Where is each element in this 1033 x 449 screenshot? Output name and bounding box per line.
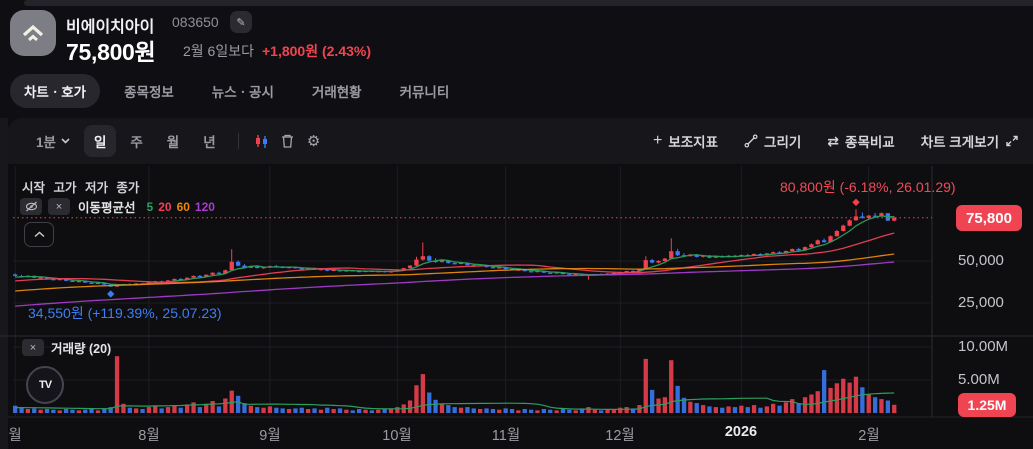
volume-axis-label: 10.00M: [958, 338, 1009, 355]
ma-legend: × 이동평균선 5 20 60 120: [20, 197, 215, 216]
eye-off-icon: [25, 201, 37, 212]
draw-button[interactable]: 그리기: [744, 131, 801, 151]
ma-window-value: 20: [158, 199, 172, 214]
price-change: +1,800원 (2.43%): [262, 43, 372, 59]
current-price: 75,800원: [66, 39, 156, 65]
plus-icon: +: [653, 132, 663, 149]
indicators-button[interactable]: + 보조지표: [653, 132, 719, 150]
compare-arrows-icon: ⇄: [827, 132, 840, 149]
time-axis-label: 2월: [858, 428, 880, 444]
time-axis-label: 2026: [724, 424, 758, 440]
close-icon: ×: [55, 200, 63, 213]
bhi-logo-mark: [22, 24, 44, 42]
remove-indicator-button[interactable]: ×: [48, 198, 70, 215]
tradingview-icon: TV: [38, 379, 52, 391]
tab-trading-status[interactable]: 거래현황: [311, 85, 362, 100]
left-gutter: [0, 118, 8, 449]
low-price-annotation: 34,550원 (+119.39%, 25.07.23): [28, 305, 222, 321]
chart-style-button[interactable]: [251, 130, 273, 152]
timeframe-group: 1분 일 주 월 년: [8, 125, 325, 157]
volume-legend: × 거래량 (20): [22, 338, 111, 357]
ma-window-value: 5: [146, 199, 154, 214]
tradingview-logo[interactable]: TV: [26, 366, 64, 404]
hide-indicator-button[interactable]: [20, 198, 42, 215]
ma-window-value: 60: [176, 199, 190, 214]
chart-settings-button[interactable]: ⚙: [303, 130, 325, 152]
stock-name: 비에이치아이: [66, 19, 155, 36]
ma-window-value: 120: [194, 199, 215, 214]
timeframe-minute-dropdown[interactable]: 1분: [26, 125, 80, 157]
period-year-button[interactable]: 년: [203, 135, 216, 150]
price-volume-chart[interactable]: [0, 166, 1033, 449]
chevron-up-icon: [34, 231, 44, 238]
ma-legend-label: 이동평균선: [78, 201, 136, 215]
compare-symbols-button[interactable]: ⇄ 종목비교: [827, 132, 895, 151]
remove-volume-button[interactable]: ×: [22, 339, 44, 356]
trash-icon: [282, 134, 294, 148]
time-axis-label: 9월: [259, 428, 281, 444]
period-week-button[interactable]: 주: [130, 135, 143, 150]
period-month-button[interactable]: 월: [166, 135, 180, 150]
period-day-button[interactable]: 일: [83, 125, 117, 157]
collapse-legend-button[interactable]: [24, 222, 54, 247]
clear-drawings-button[interactable]: [277, 130, 299, 152]
current-price-badge: 75,800: [956, 205, 1022, 231]
time-axis-label: 8월: [138, 428, 160, 444]
stock-code: 083650: [172, 14, 219, 30]
price-axis-label: 25,000: [958, 294, 1004, 311]
stock-logo: [10, 10, 56, 56]
volume-axis-label: 5.00M: [958, 371, 1000, 388]
expand-icon: [1006, 135, 1018, 147]
candlestick-icon: [255, 135, 267, 148]
tab-chart-orderbook[interactable]: 차트ㆍ호가: [10, 74, 101, 108]
chart-actions: + 보조지표 그리기 ⇄ 종목비교 차트 크게보기: [653, 131, 1033, 151]
section-tabs: 차트ㆍ호가 종목정보 뉴스ㆍ공시 거래현황 커뮤니티: [10, 74, 463, 108]
top-edge-strip: [24, 0, 1033, 6]
time-axis-label: 11월: [491, 428, 521, 444]
tab-news-disclosure[interactable]: 뉴스ㆍ공시: [211, 85, 274, 100]
toolbar-divider: [237, 133, 239, 149]
compare-date-label: 2월 6일보다: [183, 43, 254, 59]
gear-icon: ⚙: [306, 133, 321, 150]
time-axis-label: 10월: [382, 428, 412, 444]
pencil-icon: ✎: [236, 16, 246, 29]
volume-legend-label: 거래량 (20): [51, 342, 112, 356]
ohlc-header: 시작 고가 저가 종가: [22, 181, 140, 195]
high-price-annotation: 80,800원 (-6.18%, 26.01.29): [780, 179, 956, 195]
tab-community[interactable]: 커뮤니티: [399, 85, 450, 100]
close-icon: ×: [29, 341, 37, 354]
price-axis-label: 50,000: [958, 252, 1004, 269]
trendline-icon: [744, 134, 758, 148]
ma-windows: 5 20 60 120: [142, 198, 215, 216]
chevron-down-icon: [61, 138, 70, 144]
tab-stock-info[interactable]: 종목정보: [124, 85, 174, 100]
current-volume-badge: 1.25M: [958, 393, 1016, 417]
chart-toolbar: 1분 일 주 월 년: [8, 118, 1033, 164]
edit-nickname-button[interactable]: ✎: [230, 11, 252, 33]
time-axis-label: 12월: [605, 428, 635, 444]
time-axis-label: 월: [8, 428, 22, 444]
fullscreen-chart-button[interactable]: 차트 크게보기: [921, 131, 1019, 151]
